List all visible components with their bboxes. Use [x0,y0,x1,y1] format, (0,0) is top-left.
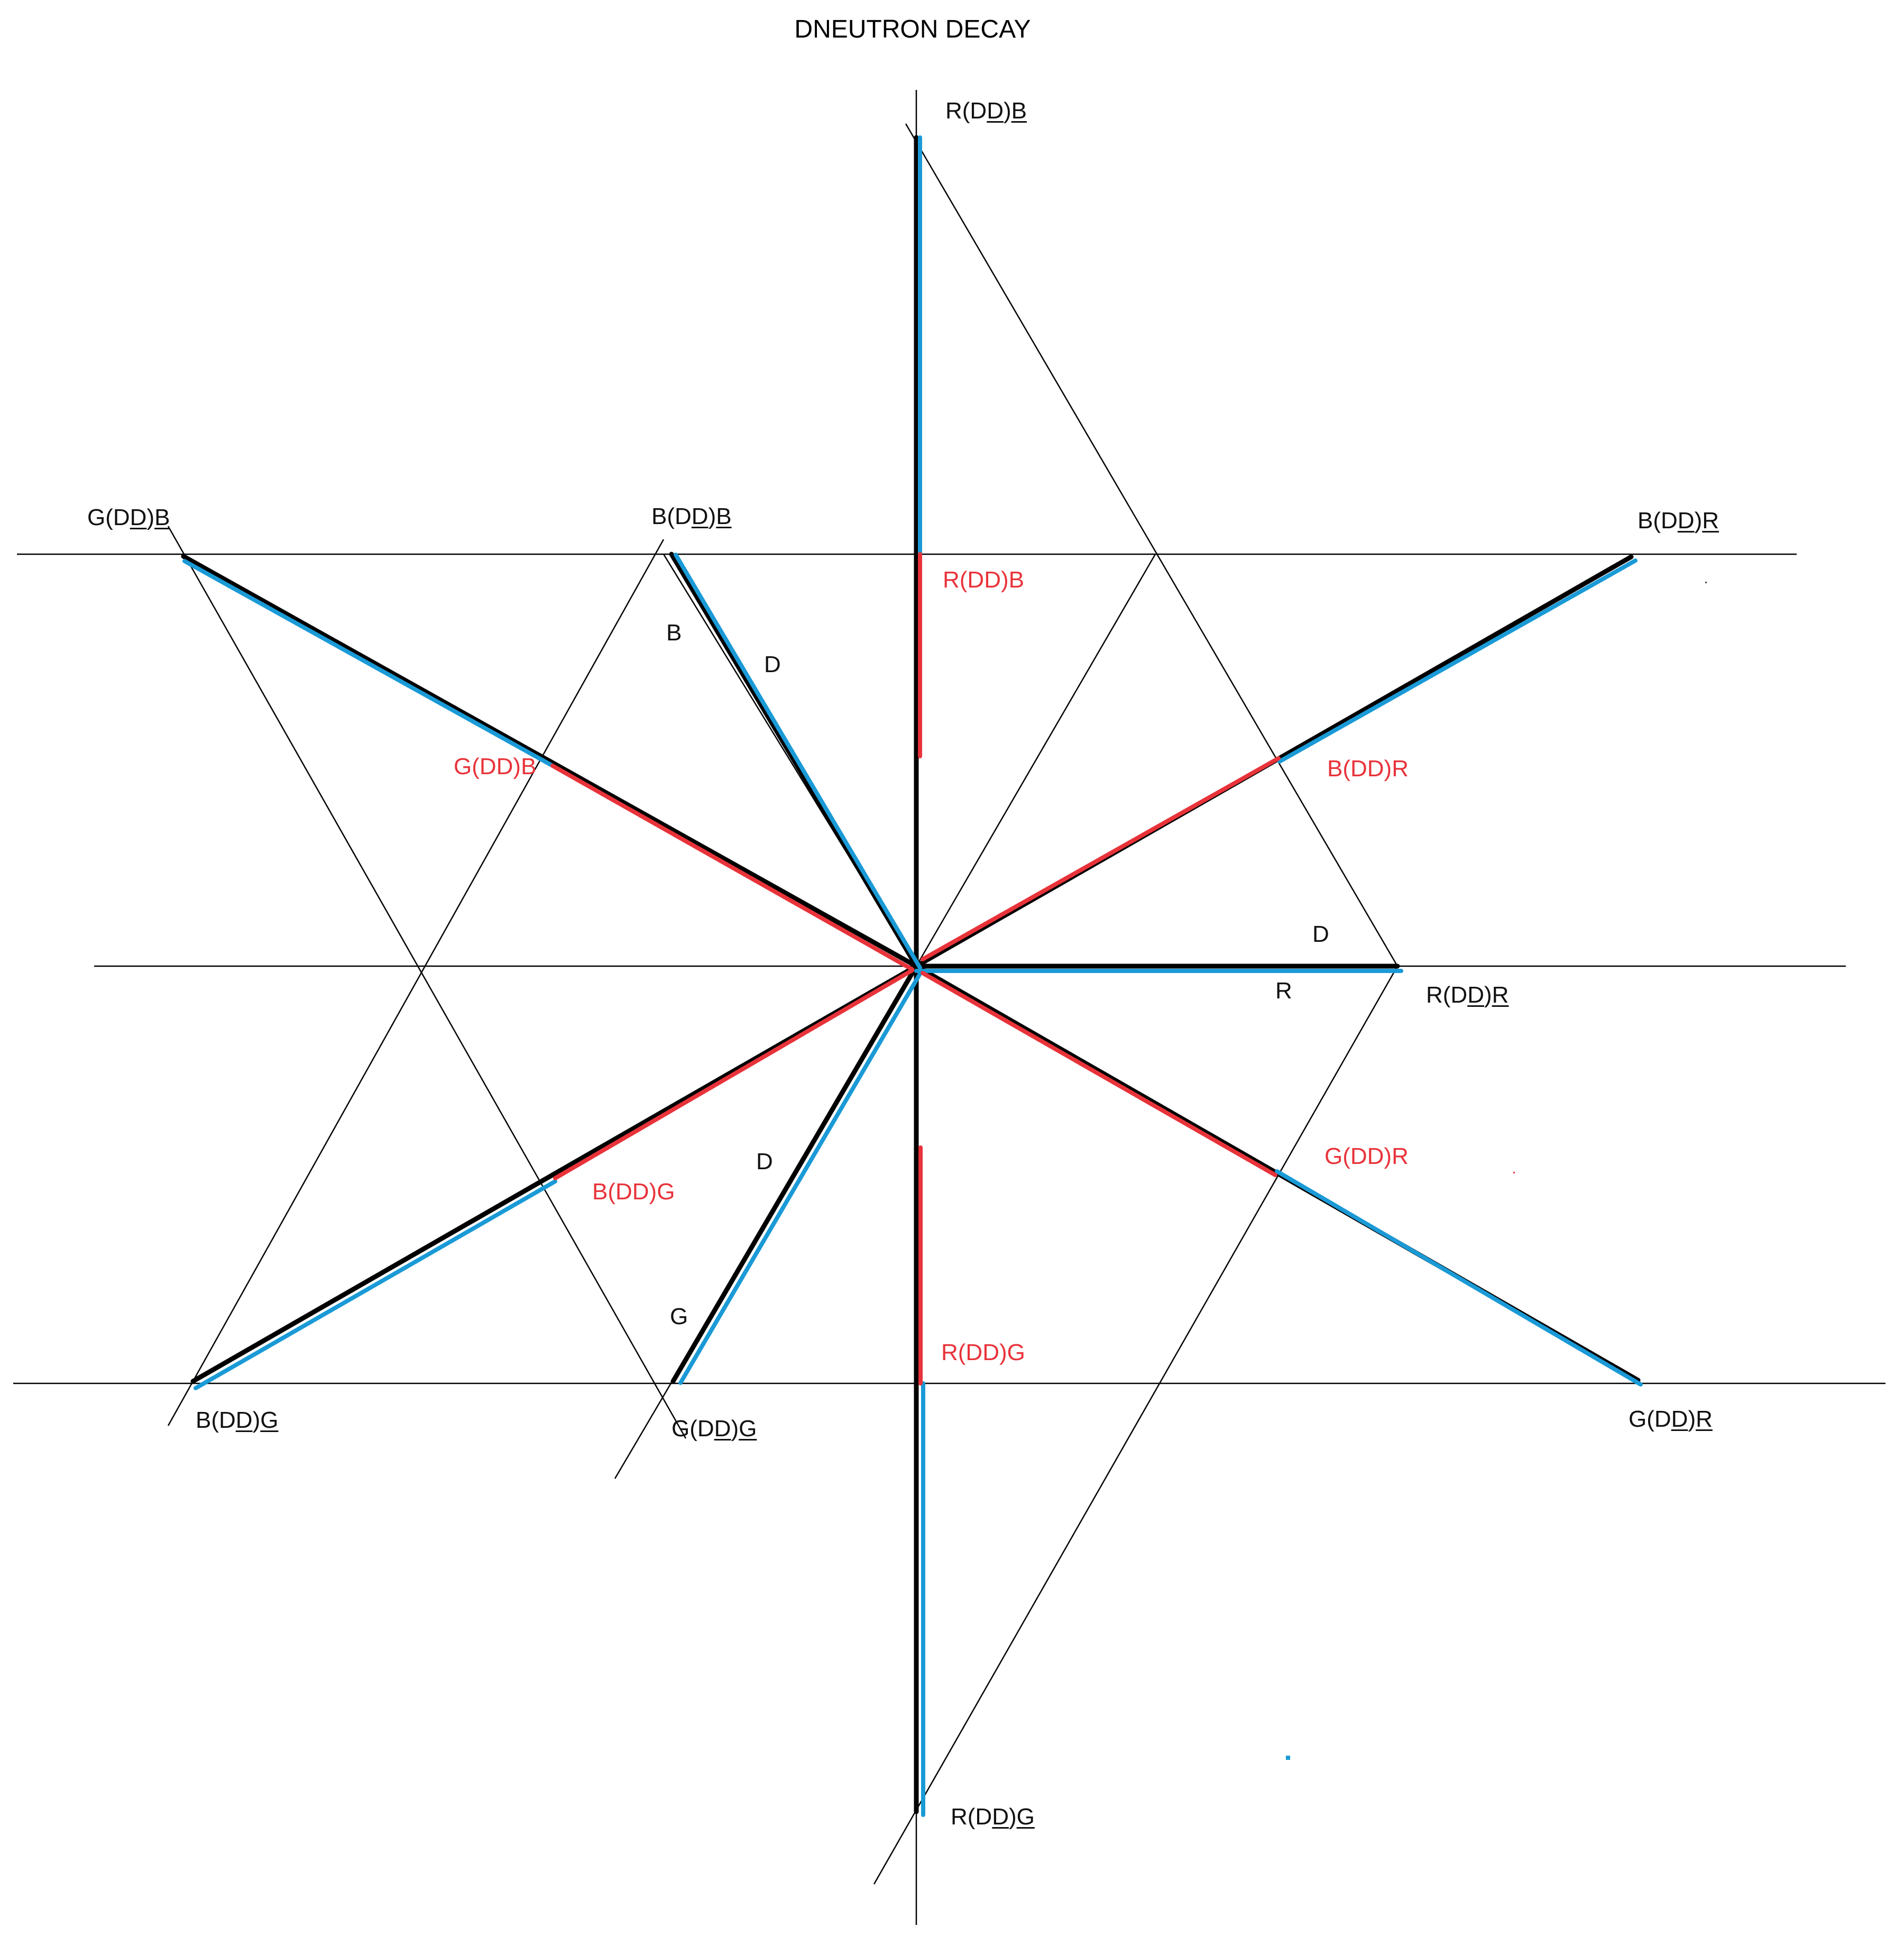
label-underlined: B [154,504,170,530]
label-underlined: D [1467,982,1484,1008]
label-text: G(D [672,1416,714,1442]
label-underlined: G [1016,1804,1035,1830]
label-text: R(D [945,98,987,124]
label-underlined: R [1492,982,1509,1008]
label-underlined: D [987,98,1004,124]
label-text: R(D [1426,982,1468,1008]
label-text: ) [1694,508,1703,534]
letter-r-right: R [1275,978,1292,1004]
blue-bonds [182,135,1643,1817]
construction-lines [13,90,1885,1925]
diagonal-line-3 [873,966,1399,1885]
label-text: ) [1688,1406,1696,1432]
red-dot [1513,1172,1515,1173]
bond-red-upper-left [550,764,914,971]
label-underlined: G [260,1407,279,1433]
bond-blue-lower-mid-left [678,970,923,1385]
dark-dot [1705,582,1707,583]
letter-d-right: D [1312,921,1329,947]
label-underlined: D [1677,508,1695,534]
label-underlined: D [235,1407,253,1433]
label-inner-lower-right: G(DD)R [1324,1143,1409,1169]
label-inner-top: R(DD)B [943,567,1024,593]
stray-marks-red [1513,1172,1515,1173]
bond-red-lower-right [921,971,1277,1177]
label-outer-top: R(DD)B [945,99,1027,123]
label-inner-bottom: R(DD)G [941,1339,1025,1365]
label-underlined: D [691,503,709,529]
diagonal-line-5 [167,539,665,1426]
diagram-title: DNEUTRON DECAY [794,15,1031,43]
label-text: B(D [196,1407,236,1433]
label-outer-upper-right: B(DD)R [1638,509,1719,533]
label-text: B(D [651,503,692,529]
label-underlined: R [1696,1406,1713,1432]
label-inner-lower-left: B(DD)G [592,1179,675,1205]
red-bonds [550,552,1281,1386]
label-underlined: B [716,503,732,529]
label-underlined: D [130,504,147,530]
bond-red-upper-right [921,756,1281,961]
bond-blue-lower-right [1275,1169,1643,1387]
bond-black-lower-left [190,964,919,1384]
label-text: ) [708,503,716,529]
bond-blue-upper-left [182,559,555,768]
label-text: G(D [1629,1406,1671,1432]
label-text: G(D [87,504,130,530]
bond-blue-lower-left [194,1179,557,1390]
label-underlined: D [992,1804,1009,1830]
bond-blue-upper-mid-left [674,553,922,970]
label-outer-bottom: R(DD)G [951,1805,1035,1829]
label-text: ) [731,1416,739,1442]
label-outer-lower-left: B(DD)G [196,1409,278,1432]
blue-dot [1286,1756,1290,1760]
label-underlined: R [1702,508,1719,534]
bond-black-lower-mid-left [670,964,919,1384]
label-text: B(D [1638,508,1678,534]
label-text: ) [146,504,155,530]
label-underlined: D [714,1416,731,1442]
label-text: ) [252,1407,261,1433]
label-inner-upper-left: G(DD)B [454,754,537,779]
label-text: R(D [951,1804,992,1830]
stray-marks-dark [1705,582,1707,583]
black-bonds [181,135,1641,1814]
label-inner-upper-right: B(DD)R [1327,756,1409,782]
label-underlined: D [1671,1406,1688,1432]
bond-red-lower-left [553,968,914,1180]
bond-black-upper-mid-left [669,552,919,969]
label-underlined: G [739,1416,757,1442]
letter-d-upper: D [764,652,781,677]
bond-black-upper-left [181,554,919,969]
stray-marks [1286,1756,1290,1760]
letter-d-lower: D [756,1149,773,1175]
diagonal-line-4 [167,526,687,1439]
label-underlined: B [1011,98,1027,124]
label-text: ) [1003,98,1011,124]
letter-g-lower: G [670,1304,688,1329]
label-outer-upper-mid-left: B(DD)B [651,505,732,528]
bond-blue-upper-right [1277,558,1638,764]
letter-b-upper: B [666,620,682,646]
label-text: ) [1484,982,1492,1008]
label-outer-lower-right: G(DD)R [1629,1408,1713,1431]
label-outer-right: R(DD)R [1426,984,1509,1007]
diagonal-line-1 [905,123,1399,967]
label-outer-upper-left: G(DD)B [87,506,170,529]
diagonal-line-2 [915,554,1156,967]
label-text: ) [1008,1804,1017,1830]
label-outer-lower-mid-left: G(DD)G [672,1417,757,1440]
